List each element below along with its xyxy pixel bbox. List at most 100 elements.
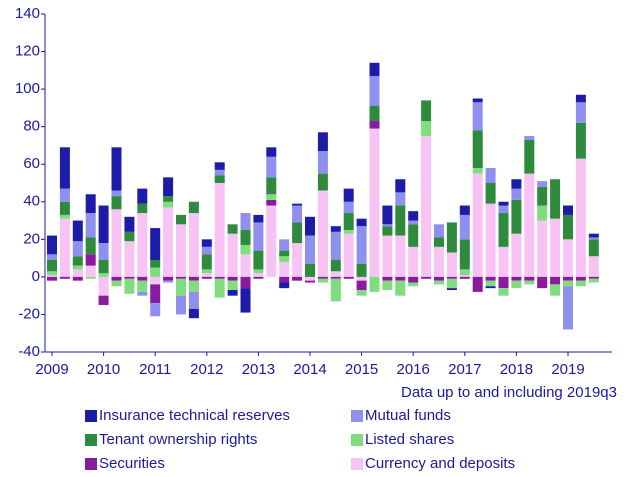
bar-segment (111, 276, 122, 281)
bar-segment (47, 254, 57, 260)
bar-segment (434, 280, 444, 285)
bar-segment (524, 276, 535, 281)
bar-segment (253, 222, 264, 251)
x-tick-label: 2016 (397, 361, 430, 378)
bar-segment (305, 216, 315, 236)
bar-segment (85, 254, 96, 266)
bar-segment (266, 156, 277, 178)
bar-segment (575, 122, 586, 159)
bar-segment (472, 98, 483, 103)
bar-segment (137, 276, 148, 281)
bar-segment (279, 261, 290, 277)
bar-segment (537, 276, 548, 289)
bar-segment (343, 188, 354, 202)
bar-segment (240, 288, 251, 313)
bar-segment (498, 276, 509, 289)
bar-segment (537, 186, 548, 206)
bar-segment (382, 226, 393, 236)
bar-segment (511, 276, 522, 281)
bar-segment (137, 213, 148, 277)
bar-segment (253, 269, 264, 274)
x-tick-label: 2019 (551, 361, 584, 378)
bar-segment (459, 205, 470, 215)
bar-segment (330, 271, 341, 277)
bar-segment (524, 139, 535, 174)
bar-segment (550, 218, 561, 277)
bar-segment (343, 233, 354, 277)
bar-segment (201, 246, 212, 255)
bar-segment (176, 278, 186, 296)
y-tick-label: 0 (32, 268, 40, 285)
bar-segment (575, 102, 586, 123)
bar-segment (150, 303, 161, 317)
bar-segment (279, 250, 290, 257)
bar-segment (163, 196, 174, 202)
bar-segment (47, 275, 57, 277)
bar-segment (343, 229, 354, 234)
bar-segment (317, 276, 328, 279)
bar-segment (72, 269, 83, 277)
bar-segment (498, 201, 509, 206)
bar-segment (111, 147, 122, 191)
bar-segment (382, 276, 393, 281)
bar-segment (163, 276, 174, 281)
bar-segment (395, 192, 406, 206)
bar-segment (98, 259, 109, 274)
bar-segment (459, 276, 470, 279)
bar-segment (214, 169, 225, 176)
bar-segment (485, 167, 496, 183)
y-tick-label: -20 (18, 305, 40, 322)
bar-segment (421, 100, 432, 122)
bar-segment (317, 173, 328, 191)
bar-segment (511, 188, 522, 200)
bar-segment (563, 214, 573, 240)
bar-segment (150, 267, 161, 277)
bar-segment (214, 278, 225, 298)
bar-segment (472, 102, 483, 131)
bar-segment (446, 252, 457, 277)
x-tick-label: 2015 (345, 361, 378, 378)
bar-segment (524, 280, 535, 285)
bar-segment (395, 280, 406, 296)
y-tick-label: 80 (23, 118, 40, 135)
bar-segment (563, 205, 573, 215)
bar-segment (59, 188, 70, 202)
bar-segment (240, 254, 251, 277)
bar-segment (137, 291, 148, 296)
bar-segment (85, 265, 96, 277)
bar-segment (446, 276, 457, 279)
bar-segment (369, 276, 380, 292)
bar-segment (511, 199, 522, 234)
bar-segment (98, 273, 109, 277)
y-tick-label: -40 (18, 343, 40, 360)
x-tick-label: 2018 (500, 361, 533, 378)
legend-swatch (85, 434, 97, 446)
bar-segment (395, 179, 406, 193)
bar-segment (369, 121, 380, 129)
bar-segment (85, 194, 96, 214)
bar-segment (85, 276, 96, 279)
bar-segment (382, 280, 393, 291)
bar-segment (188, 276, 199, 281)
bar-segment (459, 239, 470, 270)
bar-segment (72, 241, 83, 257)
bar-segment (382, 235, 393, 277)
x-tick-label: 2009 (35, 361, 68, 378)
bar-segment (201, 254, 212, 270)
bar-segment (446, 278, 457, 289)
bar-segment (550, 179, 561, 219)
bar-segment (124, 241, 135, 277)
bar-segment (176, 214, 186, 225)
bar-segment (305, 263, 315, 277)
bar-segment (356, 218, 367, 227)
bar-segment (356, 226, 367, 264)
legend-label: Mutual funds (365, 407, 451, 424)
bar-segment (292, 205, 303, 223)
bar-segment (524, 173, 535, 277)
x-tick-label: 2017 (448, 361, 481, 378)
bar-segment (408, 246, 419, 277)
legend-swatch (85, 410, 97, 422)
bar-segment (343, 276, 354, 279)
bar-segment (150, 259, 161, 268)
bar-segment (575, 276, 586, 281)
